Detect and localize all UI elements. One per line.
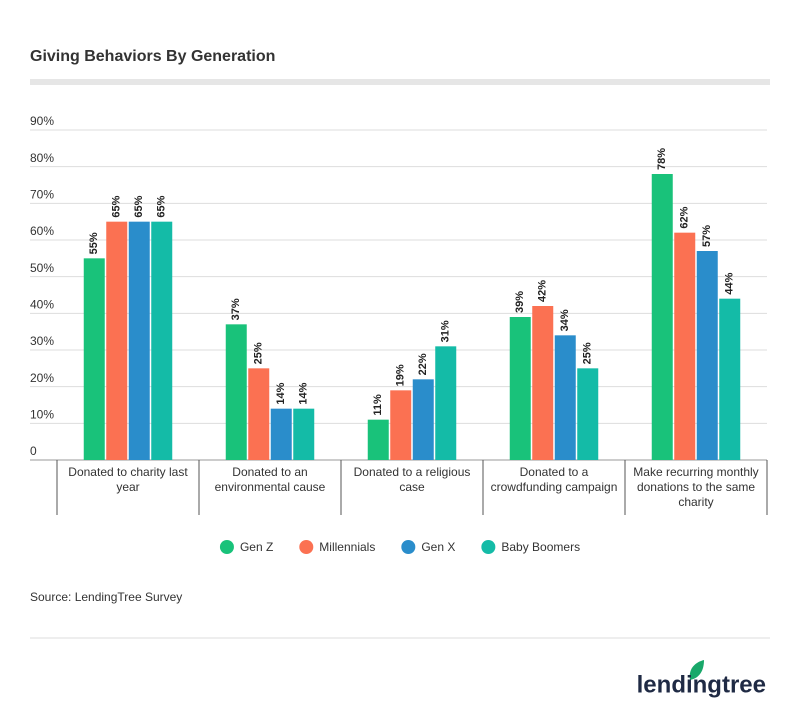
source: Source: LendingTree Survey — [30, 590, 182, 604]
y-tick-label: 80% — [30, 151, 54, 165]
bar — [390, 390, 412, 460]
bar — [412, 379, 434, 460]
y-tick-label: 0 — [30, 444, 37, 458]
x-tick-label: Donated to charity last year — [68, 465, 188, 494]
value-label: 25% — [582, 342, 594, 364]
logo: lendingtree — [637, 671, 766, 698]
value-label: 14% — [275, 382, 287, 404]
y-tick-label: 30% — [30, 334, 54, 348]
value-label: 19% — [395, 364, 407, 386]
legend-label: Millennials — [319, 540, 375, 554]
bar — [509, 317, 531, 460]
legend-marker — [219, 540, 234, 554]
logo-leaf — [689, 660, 704, 680]
value-label: 39% — [514, 291, 526, 313]
bar — [293, 408, 315, 460]
bar — [128, 221, 150, 460]
legend-label: Baby Boomers — [501, 540, 580, 554]
value-label: 57% — [701, 225, 713, 247]
value-label: 65% — [156, 195, 168, 217]
legend-marker — [401, 540, 416, 554]
y-tick-label: 50% — [30, 261, 54, 275]
bar — [248, 368, 270, 460]
legend-label: Gen Z — [240, 540, 273, 554]
x-tick-label: Make recurring monthly donations to the … — [633, 465, 759, 509]
value-label: 55% — [88, 232, 100, 254]
value-label: 37% — [230, 298, 242, 320]
bar — [577, 368, 599, 460]
bar — [674, 232, 696, 460]
x-tick-label: Donated to a crowdfunding campaign — [490, 465, 618, 494]
value-label: 22% — [417, 353, 429, 375]
bar — [435, 346, 457, 460]
y-tick-label: 40% — [30, 298, 54, 312]
y-tick-label: 10% — [30, 408, 54, 422]
value-label: 42% — [537, 280, 549, 302]
value-label: 11% — [372, 394, 384, 416]
value-label: 25% — [253, 342, 265, 364]
legend-marker — [299, 540, 314, 554]
value-label: 62% — [679, 206, 691, 228]
bar — [651, 174, 673, 460]
bar — [270, 408, 292, 460]
bar — [554, 335, 576, 460]
value-label: 31% — [440, 320, 452, 342]
chart-title: Giving Behaviors By Generation — [30, 48, 275, 65]
bar — [225, 324, 247, 460]
value-label: 65% — [133, 195, 145, 217]
value-label: 65% — [111, 195, 123, 217]
y-tick-label: 20% — [30, 371, 54, 385]
bar — [151, 221, 173, 460]
bar — [83, 258, 105, 460]
y-tick-label: 90% — [30, 114, 54, 128]
bar — [719, 298, 741, 460]
value-label: 44% — [724, 272, 736, 294]
value-label: 14% — [298, 382, 310, 404]
bar — [106, 221, 128, 460]
value-label: 78% — [656, 148, 668, 170]
x-tick-label: Donated to an environmental cause — [214, 465, 326, 494]
bar — [367, 419, 389, 460]
value-label: 34% — [559, 309, 571, 331]
legend-marker — [481, 540, 496, 554]
y-tick-label: 60% — [30, 224, 54, 238]
bar — [696, 251, 718, 460]
x-tick-label: Donated to a religious case — [353, 465, 471, 494]
y-tick-label: 70% — [30, 188, 54, 202]
title-rule — [30, 79, 770, 85]
legend-label: Gen X — [421, 540, 455, 554]
bar — [532, 306, 554, 460]
